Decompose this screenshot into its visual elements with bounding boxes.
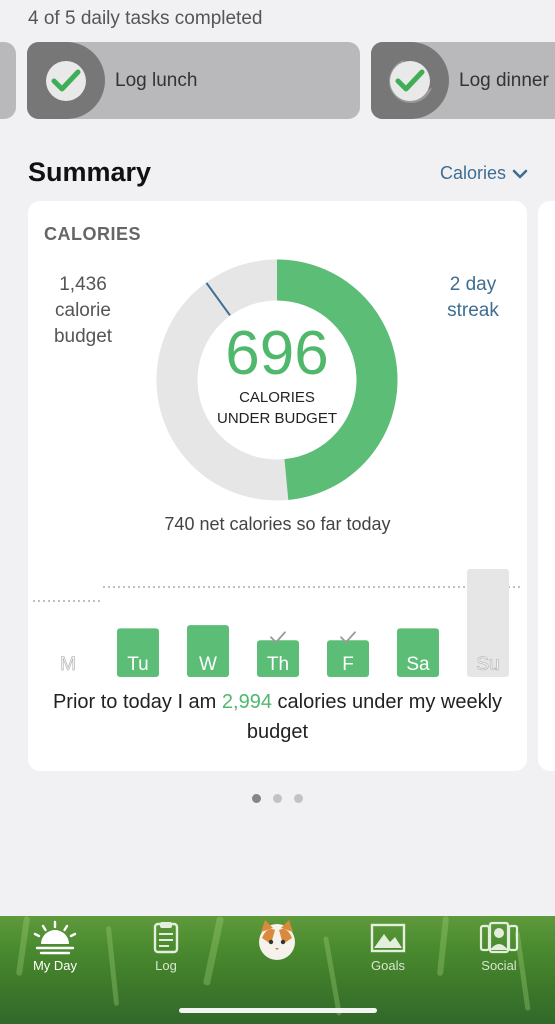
sun-icon xyxy=(27,42,105,119)
metric-dropdown[interactable]: Calories xyxy=(440,163,528,184)
mountain-map-icon xyxy=(370,923,406,953)
summary-title: Summary xyxy=(28,157,152,187)
calories-summary-card[interactable]: CALORIES 1,436 calorie budget 2 day stre… xyxy=(28,201,527,771)
weekly-text-before: Prior to today I am xyxy=(52,691,222,713)
tab-profile-avatar[interactable] xyxy=(232,920,322,964)
page-indicator xyxy=(0,794,555,803)
day-label-Th: Th xyxy=(267,654,289,675)
day-label-F: F xyxy=(342,654,354,675)
sunrise-icon xyxy=(33,920,77,955)
ring-caption-line1: CALORIES xyxy=(239,389,315,406)
tab-log[interactable]: Log xyxy=(121,920,211,973)
chevron-down-icon xyxy=(512,169,528,178)
task-card-previous[interactable] xyxy=(0,42,16,119)
day-bar-F[interactable] xyxy=(327,640,369,677)
weekly-under-value: 2,994 xyxy=(221,691,272,713)
ring-caption-line2: UNDER BUDGET xyxy=(216,410,337,427)
task-label: Log dinner xyxy=(459,69,549,91)
streak-line1: 2 day xyxy=(449,274,497,295)
budget-label-line1: calorie xyxy=(55,300,111,321)
ring-center: 696 CALORIES UNDER BUDGET xyxy=(155,258,399,502)
ring-remaining-arc xyxy=(276,259,398,500)
page-dot-1[interactable] xyxy=(252,794,261,803)
cat-avatar-icon xyxy=(259,920,295,960)
day-label-M: M xyxy=(60,654,76,675)
calorie-budget: 1,436 calorie budget xyxy=(38,272,128,350)
ring-marker xyxy=(205,282,231,316)
tab-my-day[interactable]: My Day xyxy=(10,920,100,973)
streak-link[interactable]: 2 day streak xyxy=(428,272,518,324)
tab-label: Social xyxy=(481,958,517,973)
people-icon xyxy=(479,921,519,954)
clipboard-icon xyxy=(153,922,179,954)
budget-label-line2: budget xyxy=(53,326,113,347)
daily-tasks-progress: 4 of 5 daily tasks completed xyxy=(28,8,263,29)
day-label-Tu: Tu xyxy=(127,654,148,675)
page-dot-2[interactable] xyxy=(273,794,282,803)
weekly-bar-chart: M Tu W Th F Sa Su xyxy=(33,569,520,677)
bottom-tab-bar: My Day Log Goals xyxy=(0,916,555,1024)
tab-goals[interactable]: Goals xyxy=(343,920,433,973)
tab-label: Log xyxy=(155,958,177,973)
page-dot-3[interactable] xyxy=(294,794,303,803)
tab-label: Goals xyxy=(371,958,405,973)
tab-label: My Day xyxy=(32,958,78,973)
day-bar-Th[interactable] xyxy=(257,640,299,677)
day-check-icon xyxy=(270,631,286,644)
calorie-ring-chart xyxy=(156,259,398,501)
checkmark-icon xyxy=(390,60,430,101)
net-calories-text: 740 net calories so far today xyxy=(164,514,391,534)
home-indicator[interactable] xyxy=(179,1008,377,1013)
calories-under-number: 696 xyxy=(225,319,329,388)
checkmark-icon xyxy=(46,60,86,101)
day-label-Su: Su xyxy=(476,654,499,675)
weekly-text-after: calories under my weekly budget xyxy=(246,691,503,743)
day-label-W: W xyxy=(199,654,217,675)
moon-icon xyxy=(371,42,449,119)
streak-line2: streak xyxy=(447,300,499,321)
tab-social[interactable]: Social xyxy=(454,920,544,973)
task-card-log-dinner[interactable]: Log dinner xyxy=(371,42,555,119)
metric-dropdown-label: Calories xyxy=(440,163,507,183)
day-bar-W[interactable] xyxy=(187,625,229,677)
day-bar-Tu[interactable] xyxy=(117,628,159,677)
task-card-log-lunch[interactable]: Log lunch xyxy=(27,42,360,119)
budget-value: 1,436 xyxy=(59,274,107,295)
day-bar-Sa[interactable] xyxy=(397,628,439,677)
card-heading: CALORIES xyxy=(44,224,142,244)
day-label-Sa: Sa xyxy=(406,654,430,675)
day-check-icon xyxy=(340,631,356,644)
day-bar-Su[interactable] xyxy=(467,569,509,677)
task-label: Log lunch xyxy=(115,69,198,91)
weekly-summary-text: Prior to today I am 2,994 calories under… xyxy=(48,687,507,747)
next-card-peek[interactable] xyxy=(538,201,555,771)
